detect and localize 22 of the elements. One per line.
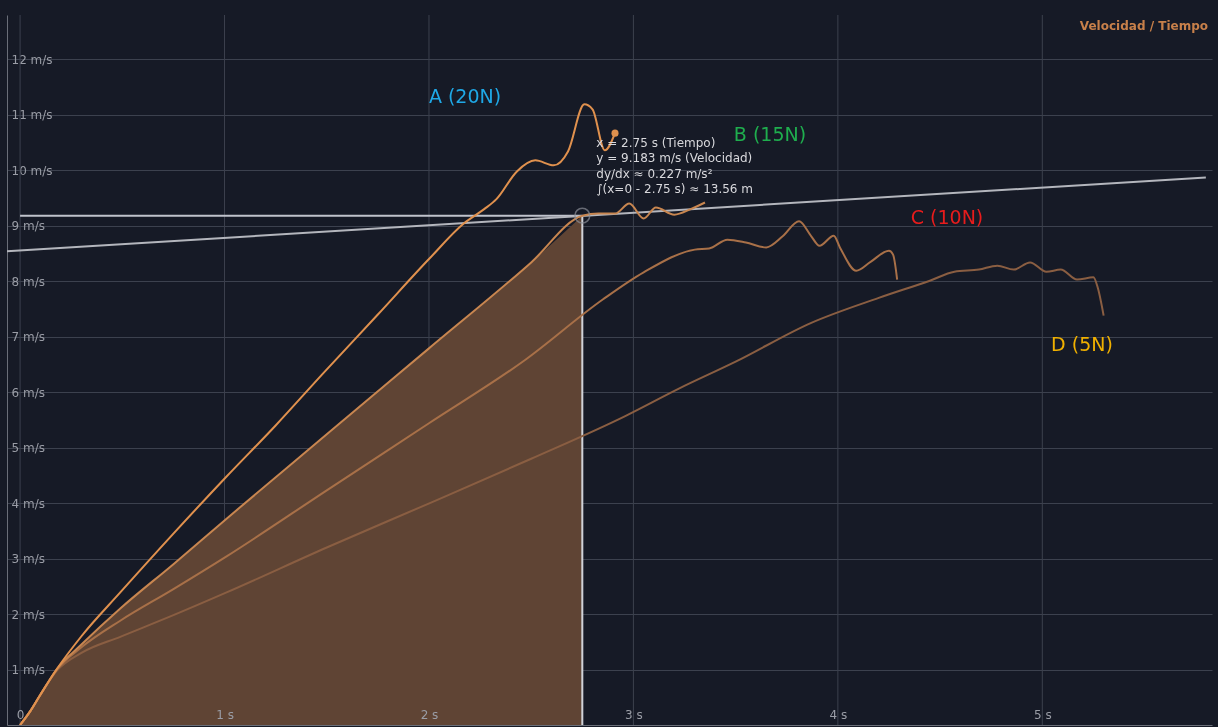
y-tick-label: 9 m/s — [11, 219, 45, 234]
annotation: D (5N) — [1051, 333, 1113, 355]
y-tick-label: 3 m/s — [11, 552, 45, 567]
x-tick-label: 4 s — [829, 707, 848, 722]
x-tick-label: 1 s — [216, 707, 234, 722]
y-tick-label: 1 m/s — [11, 663, 45, 678]
y-tick-label: 2 m/s — [11, 607, 45, 622]
y-tick-label: 5 m/s — [11, 441, 45, 456]
chart-title: Velocidad / Tiempo — [1079, 19, 1208, 33]
x-tick-label: 2 s — [420, 707, 439, 722]
x-tick-label: 0 — [16, 707, 25, 722]
annotation: A (20N) — [428, 85, 502, 107]
y-tick-label: 4 m/s — [11, 496, 45, 511]
y-tick-label: 10 m/s — [11, 163, 53, 178]
y-tick-label: 12 m/s — [11, 52, 53, 67]
annotation: C (10N) — [910, 206, 984, 228]
x-tick-label: 5 s — [1033, 707, 1052, 722]
y-tick-label: 6 m/s — [11, 385, 45, 400]
y-tick-label: 11 m/s — [11, 108, 53, 123]
y-tick-label: 8 m/s — [11, 274, 45, 289]
x-tick-label: 3 s — [625, 707, 643, 722]
y-tick-label: 7 m/s — [11, 330, 45, 345]
